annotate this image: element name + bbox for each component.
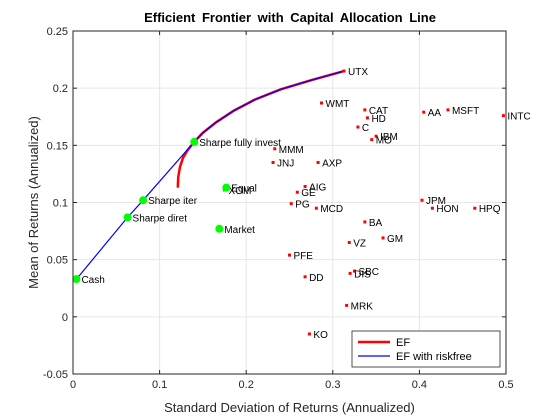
y-tick-label: 0.15 — [47, 140, 68, 152]
asset-label: IBM — [380, 132, 398, 143]
legend: EF EF with riskfree — [351, 330, 501, 368]
asset-point — [473, 206, 477, 210]
asset-point — [352, 269, 356, 273]
asset-label: JNJ — [277, 158, 294, 169]
legend-entry: EF with riskfree — [396, 351, 472, 363]
x-axis-label: Standard Deviation of Returns (Annualize… — [164, 400, 415, 415]
asset-label: C — [362, 123, 369, 134]
y-tick-label: -0.05 — [43, 369, 68, 381]
asset-label: CAT — [369, 106, 388, 117]
asset-label: HD — [371, 114, 385, 125]
x-tick-label: 0.3 — [325, 379, 340, 391]
asset-point — [345, 303, 349, 307]
x-tick-label: 0.5 — [498, 379, 513, 391]
asset-label: AA — [428, 108, 442, 119]
asset-point — [316, 160, 320, 164]
x-tick-label: 0.2 — [239, 379, 254, 391]
asset-label: MSFT — [452, 106, 479, 117]
y-tick-label: 0.25 — [47, 26, 68, 38]
asset-label: BA — [369, 218, 383, 229]
asset-label: UTX — [348, 67, 368, 78]
asset-point — [303, 275, 307, 279]
asset-point — [289, 202, 293, 206]
y-tick-label: 0.2 — [53, 83, 68, 95]
y-tick-label: 0.1 — [53, 198, 68, 210]
asset-point — [348, 271, 352, 275]
asset-label: JPM — [426, 196, 446, 207]
asset-label: PFE — [294, 251, 314, 262]
ef-riskfree-line — [75, 70, 345, 280]
asset-label: PG — [295, 200, 310, 211]
x-tick-label: 0 — [70, 379, 76, 391]
asset-point — [420, 198, 424, 202]
asset-label: DIS — [354, 269, 371, 280]
asset-label: AIG — [309, 182, 326, 193]
asset-label: GE — [301, 188, 316, 199]
portfolio-label: Sharpe fully invest — [199, 138, 281, 149]
asset-point — [446, 108, 450, 112]
asset-label: MO — [376, 136, 392, 147]
portfolio-point — [222, 183, 231, 192]
y-tick-label: 0 — [62, 312, 68, 324]
asset-point — [320, 101, 324, 105]
portfolio-point — [190, 137, 199, 146]
asset-point — [342, 69, 346, 73]
asset-point — [374, 134, 378, 138]
asset-label: MRK — [351, 301, 374, 312]
asset-label: AXP — [322, 158, 342, 169]
asset-point — [365, 116, 369, 120]
asset-point — [422, 110, 426, 114]
asset-label: KO — [313, 330, 328, 341]
portfolio-label: Sharpe diret — [133, 213, 188, 224]
asset-label: INTC — [507, 112, 530, 123]
asset-label: DD — [309, 273, 323, 284]
asset-label: XOM — [229, 186, 252, 197]
asset-point — [295, 190, 299, 194]
portfolio-point — [139, 196, 148, 205]
portfolio-label: Market — [224, 225, 255, 236]
asset-label: MMM — [279, 145, 304, 156]
x-tick-label: 0.1 — [152, 379, 167, 391]
asset-point — [501, 114, 505, 118]
asset-point — [381, 236, 385, 240]
asset-point — [363, 108, 367, 112]
asset-point — [303, 184, 307, 188]
asset-point — [288, 253, 291, 257]
portfolio-label: Cash — [81, 275, 104, 286]
legend-entry: EF — [396, 337, 410, 349]
portfolio-label: Equal — [231, 184, 257, 195]
chart-title: Efficient Frontier with Capital Allocati… — [144, 10, 436, 25]
asset-label: MCD — [320, 204, 343, 215]
asset-label: WMT — [326, 99, 350, 110]
portfolio-label: Sharpe iter — [148, 196, 198, 207]
y-tick-label: 0.05 — [47, 255, 68, 267]
portfolio-point — [123, 213, 132, 222]
portfolio-point — [72, 275, 81, 284]
asset-label: GM — [387, 234, 403, 245]
x-tick-label: 0.4 — [412, 379, 427, 391]
asset-label: HON — [436, 204, 458, 215]
asset-point — [370, 138, 374, 142]
series-lines — [75, 69, 345, 280]
asset-point — [430, 206, 434, 210]
asset-point — [273, 147, 277, 151]
asset-point — [314, 206, 318, 210]
asset-point — [307, 332, 311, 336]
portfolio-point — [215, 224, 224, 233]
asset-point — [356, 125, 360, 129]
asset-label: SBC — [358, 267, 379, 278]
asset-label: HPQ — [479, 204, 501, 215]
legend-box — [351, 330, 501, 368]
y-axis-label: Mean of Returns (Annualized) — [26, 116, 41, 289]
asset-point — [347, 241, 351, 245]
asset-label: VZ — [353, 239, 366, 250]
asset-point — [363, 220, 367, 224]
asset-point — [271, 160, 275, 164]
